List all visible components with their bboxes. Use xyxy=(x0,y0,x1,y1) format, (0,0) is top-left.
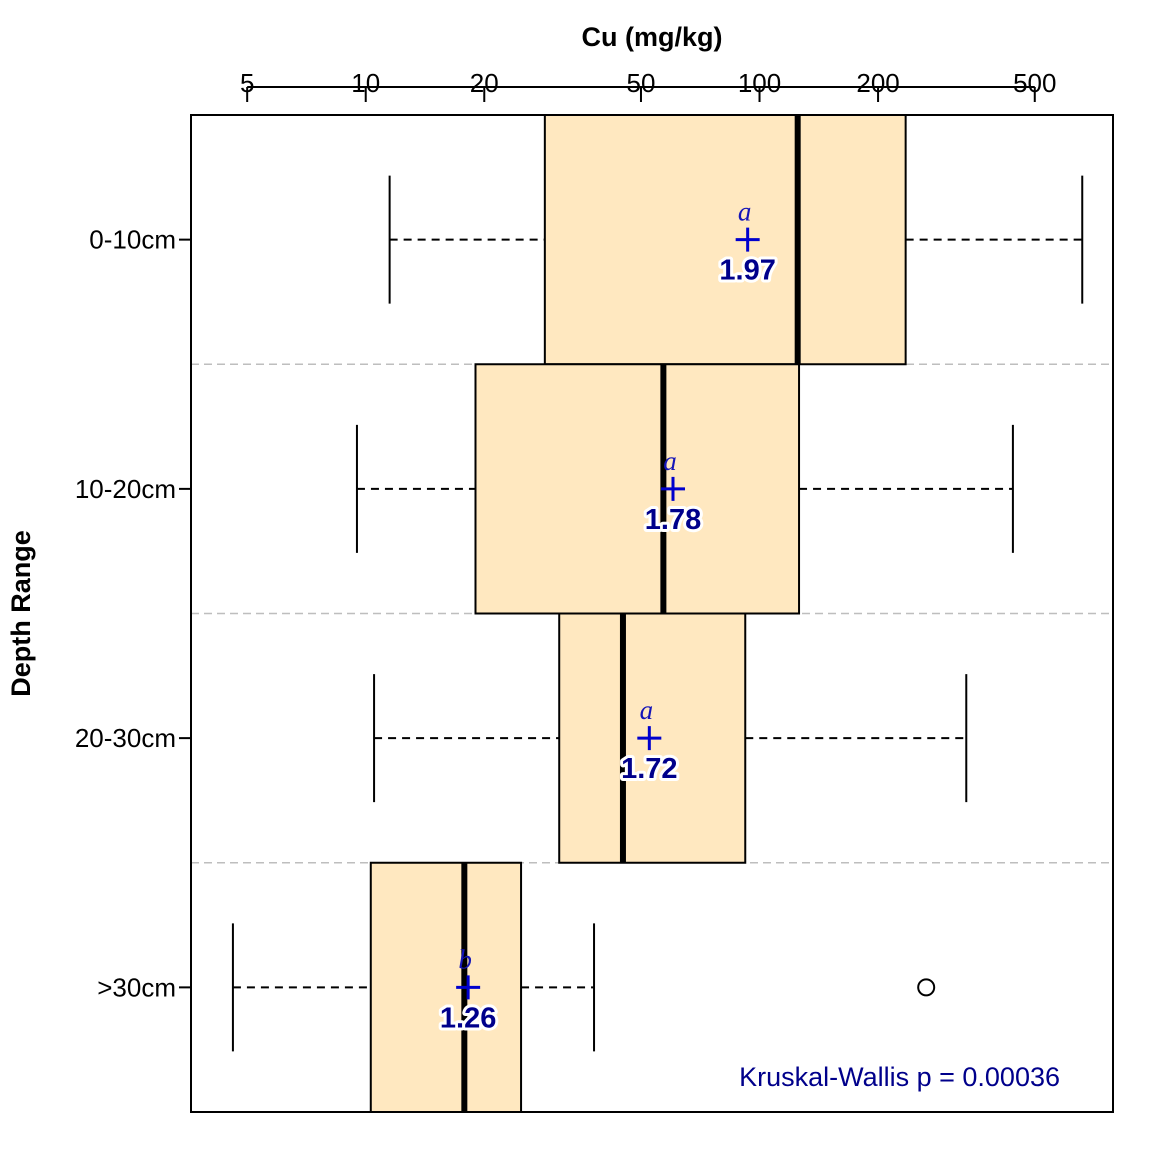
outlier-point xyxy=(917,978,936,997)
significance-letter: a xyxy=(663,446,677,476)
y-axis-title: Depth Range xyxy=(6,530,36,697)
y-tick-label: 10-20cm xyxy=(75,474,176,504)
mean-value-label: 1.97 xyxy=(719,255,775,287)
iqr-box xyxy=(369,861,523,1113)
boxes-layer: a 1.97 a 1.78 a 1.72 b 1.26 xyxy=(231,114,1084,1113)
significance-letter: b xyxy=(458,944,472,974)
mean-value-label: 1.26 xyxy=(440,1002,496,1034)
plot-frame xyxy=(190,114,1114,1113)
x-tick-label: 5 xyxy=(240,68,254,98)
y-axis: 0-10cm 10-20cm 20-30cm >30cm xyxy=(75,225,191,1002)
kruskal-wallis-annotation: Kruskal-Wallis p = 0.00036 xyxy=(739,1062,1060,1092)
x-axis: 5 10 20 50 100 200 500 xyxy=(240,68,1056,102)
y-tick-label: 20-30cm xyxy=(75,723,176,753)
x-tick-label: 100 xyxy=(738,68,781,98)
mean-value-label: 1.78 xyxy=(645,504,701,536)
box-group: a 1.78 xyxy=(355,363,1014,615)
x-tick-label: 50 xyxy=(627,68,656,98)
x-axis-title: Cu (mg/kg) xyxy=(582,22,723,52)
x-tick-label: 10 xyxy=(351,68,380,98)
x-tick-label: 500 xyxy=(1013,68,1056,98)
y-tick-label: 0-10cm xyxy=(89,225,176,255)
box-group: b 1.26 xyxy=(231,861,936,1113)
iqr-box xyxy=(543,114,907,366)
significance-letter: a xyxy=(738,197,752,227)
mean-value-label: 1.72 xyxy=(621,753,677,785)
box-group: a 1.97 xyxy=(388,114,1084,366)
y-tick-label: >30cm xyxy=(97,972,176,1002)
x-tick-label: 200 xyxy=(856,68,899,98)
significance-letter: a xyxy=(640,695,654,725)
x-tick-label: 20 xyxy=(470,68,499,98)
box-group: a 1.72 xyxy=(373,612,968,864)
iqr-box xyxy=(474,363,801,615)
